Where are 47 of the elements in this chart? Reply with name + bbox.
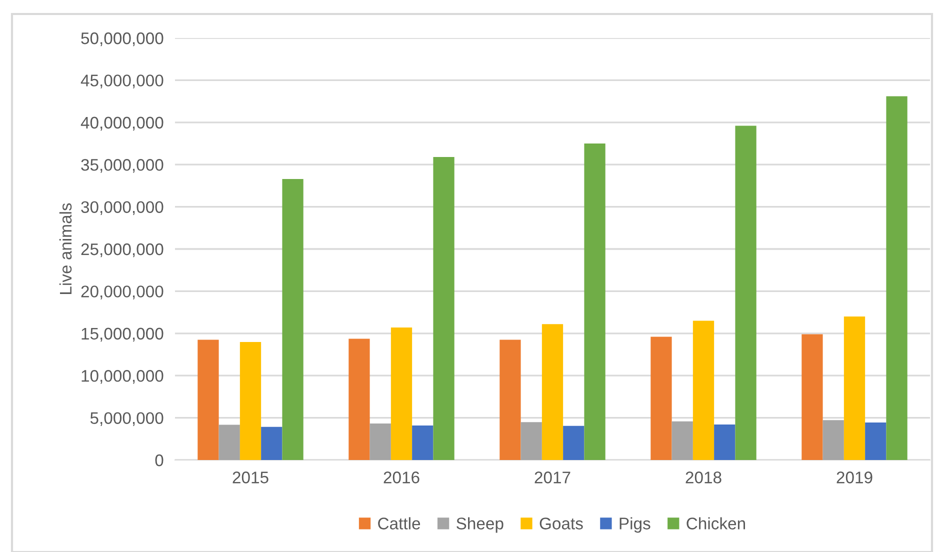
- bar: [198, 340, 219, 460]
- bar: [844, 316, 866, 460]
- y-tick-label: 20,000,000: [81, 286, 164, 300]
- bar: [542, 324, 564, 460]
- legend-label: Pigs: [620, 517, 650, 533]
- bar: [433, 157, 454, 460]
- bar: [650, 336, 672, 460]
- y-tick-label: 10,000,000: [82, 370, 164, 384]
- bar: [563, 426, 584, 460]
- bar: [735, 126, 756, 460]
- y-tick-label: 25,000,000: [81, 243, 164, 258]
- bar: [240, 342, 262, 460]
- legend-label: Goats: [540, 518, 583, 530]
- y-tick-label: 40,000,000: [80, 116, 164, 131]
- legend-label: Sheep: [456, 517, 504, 533]
- y-axis-title: Live animals: [59, 203, 72, 294]
- legend-label: Cattle: [378, 517, 420, 530]
- x-tick-label: 2019: [836, 472, 872, 484]
- bar: [886, 96, 908, 460]
- y-tick-label: 15,000,000: [82, 328, 164, 342]
- y-tick-label: 50,000,000: [81, 32, 164, 46]
- bar: [412, 425, 434, 460]
- bar: [802, 334, 823, 460]
- bar: [261, 426, 282, 460]
- bar: [520, 422, 542, 460]
- bar: [865, 422, 886, 460]
- x-tick-label: 2018: [686, 472, 722, 484]
- y-tick-label: 5,000,000: [90, 412, 164, 426]
- bar: [282, 178, 304, 460]
- y-tick-label: 35,000,000: [81, 159, 164, 173]
- bar: [348, 338, 370, 460]
- x-tick-label: 2016: [384, 472, 420, 484]
- bar: [672, 421, 693, 460]
- legend-label: Chicken: [686, 517, 745, 530]
- y-tick-label: 30,000,000: [81, 201, 164, 215]
- bar: [370, 423, 391, 460]
- y-tick-label: 0: [155, 454, 164, 466]
- bar: [218, 424, 240, 460]
- bar: [500, 340, 521, 460]
- y-tick-label: 45,000,000: [80, 74, 164, 88]
- bar: [714, 424, 736, 460]
- bar: [584, 144, 606, 460]
- bar: [692, 320, 714, 460]
- x-tick-label: 2017: [534, 472, 570, 484]
- x-tick-label: 2015: [232, 472, 268, 484]
- bar: [390, 327, 412, 460]
- bar: [822, 420, 844, 460]
